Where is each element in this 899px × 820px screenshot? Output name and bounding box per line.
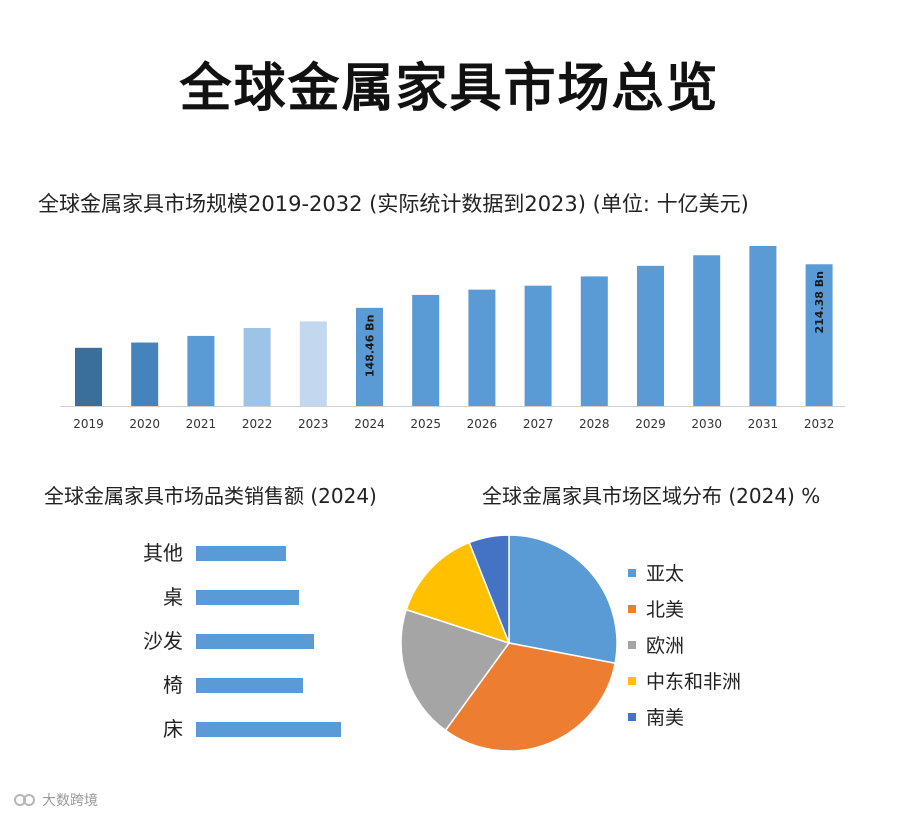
x-tick-label: 2026 [467, 417, 498, 431]
bar-2032 [805, 264, 833, 406]
hbar-床 [196, 722, 341, 737]
x-tick-label: 2021 [186, 417, 217, 431]
x-tick-label: 2023 [298, 417, 329, 431]
x-tick-label: 2031 [748, 417, 779, 431]
legend-label: 中东和非洲 [646, 671, 741, 693]
hbar-沙发 [196, 634, 314, 649]
bar-2020 [131, 342, 159, 406]
category-label: 桌 [163, 585, 183, 609]
x-tick-label: 2029 [635, 417, 666, 431]
bar-data-label: 214.38 Bn [813, 271, 826, 334]
x-tick-label: 2028 [579, 417, 610, 431]
bar-2022 [243, 327, 271, 406]
category-label: 床 [163, 717, 183, 741]
pie-slice-中东和非洲 [405, 541, 511, 645]
x-tick-label: 2019 [73, 417, 104, 431]
page-title: 全球金属家具市场总览 [179, 59, 720, 119]
bar-2029 [637, 265, 664, 406]
category-label: 沙发 [143, 629, 183, 653]
bar-2025 [412, 294, 440, 406]
pie-slice-亚太 [508, 534, 618, 665]
bar-data-label: 148.46 Bn [364, 315, 377, 378]
x-tick-label: 2022 [242, 417, 273, 431]
watermark-text: 大数跨境 [42, 793, 98, 809]
watermark: 大数跨境 [14, 790, 98, 810]
category-chart-title: 全球金属家具市场品类销售额 (2024) [44, 484, 377, 508]
bar-2030 [693, 255, 721, 406]
bar-2031 [749, 246, 777, 406]
x-tick-label: 2032 [804, 417, 835, 431]
x-tick-label: 2027 [523, 417, 554, 431]
legend-label: 亚太 [646, 563, 684, 585]
x-tick-label: 2025 [410, 417, 441, 431]
bar-2019 [75, 347, 102, 406]
legend-swatch [628, 713, 636, 721]
legend-swatch [628, 605, 636, 613]
pie-slice-欧洲 [400, 608, 511, 732]
x-tick-label: 2024 [354, 417, 385, 431]
bar-chart-title: 全球金属家具市场规模2019-2032 (实际统计数据到2023) (单位: 十… [38, 192, 749, 216]
bar-2024 [356, 307, 383, 406]
pie-slice-南美 [468, 534, 510, 644]
legend-label: 欧洲 [646, 635, 684, 657]
bar-2028 [580, 276, 608, 406]
legend-label: 南美 [646, 707, 684, 729]
watermark-logo-icon [14, 794, 35, 806]
bar-2026 [468, 289, 496, 406]
legend-label: 北美 [646, 599, 684, 621]
hbar-桌 [196, 590, 299, 605]
hbar-椅 [196, 678, 303, 693]
x-tick-label: 2030 [691, 417, 722, 431]
bar-2027 [524, 285, 552, 406]
bar-2021 [187, 335, 215, 406]
category-label: 椅 [163, 673, 183, 697]
category-label: 其他 [143, 541, 183, 565]
legend-swatch [628, 641, 636, 649]
hbar-其他 [196, 546, 286, 561]
bar-2023 [299, 321, 327, 406]
legend-swatch [628, 677, 636, 685]
pie-slice-北美 [444, 642, 616, 752]
pie-chart-title: 全球金属家具市场区域分布 (2024) % [482, 484, 821, 508]
x-tick-label: 2020 [129, 417, 160, 431]
legend-swatch [628, 569, 636, 577]
